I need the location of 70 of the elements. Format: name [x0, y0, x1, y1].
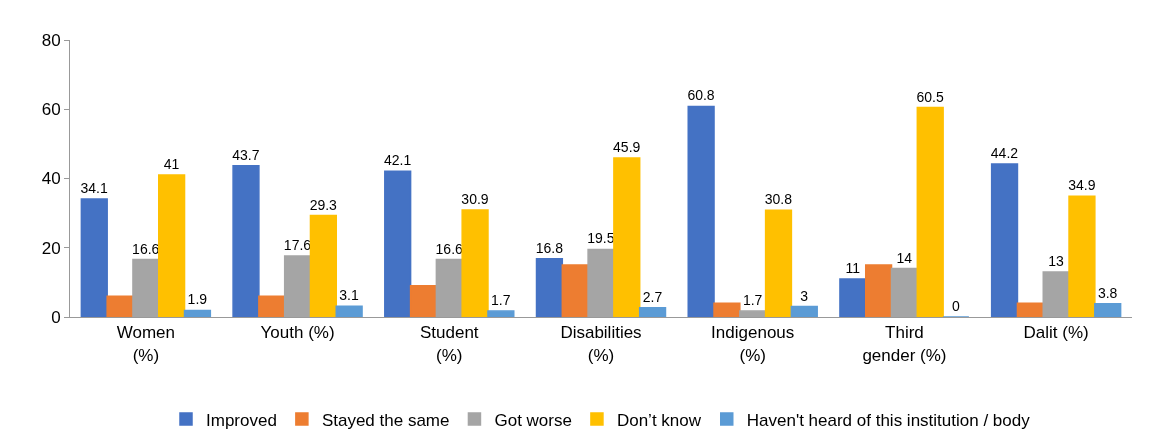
bar: [990, 163, 1019, 317]
data-label: 3.1: [339, 287, 359, 304]
data-label: 60.8: [687, 87, 715, 104]
data-label: 1.7: [491, 292, 511, 309]
bar: [687, 105, 715, 317]
bar: [916, 106, 944, 317]
bar: [864, 264, 893, 317]
data-label: 0: [952, 298, 961, 314]
bar: [158, 174, 186, 317]
legend-label: Stayed the same: [321, 410, 450, 430]
data-label: 16.8: [535, 239, 564, 256]
data-label: 60.5: [916, 88, 944, 105]
data-label: 1.9: [187, 291, 208, 308]
data-label: 11: [845, 259, 861, 276]
legend-label: Haven't heard of this institution / body: [746, 410, 1031, 430]
bar: [232, 164, 260, 317]
bar: [335, 305, 363, 317]
x-tick-label: Third gender (%): [862, 323, 947, 365]
data-label: 45.9: [613, 139, 641, 156]
bar: [258, 295, 286, 317]
data-label: 1.7: [742, 292, 763, 309]
bar: [1016, 302, 1044, 317]
bar: [638, 306, 667, 317]
data-label: 2.7: [642, 288, 663, 305]
data-label: 3: [800, 287, 809, 304]
x-tick-label: Indigenous (%): [711, 323, 795, 365]
bar: [561, 264, 589, 317]
bar: [535, 258, 564, 317]
x-tick-label: Disabilities (%): [560, 323, 642, 365]
bar: [106, 295, 134, 317]
y-tick-label: 80: [41, 30, 61, 50]
data-label: 30.8: [764, 191, 793, 208]
data-label: 3.8: [1097, 284, 1118, 301]
bar: [713, 302, 741, 317]
y-tick-label: 0: [51, 307, 61, 327]
y-tick-label: 40: [41, 169, 61, 189]
data-label: 43.7: [232, 146, 260, 163]
data-label: 29.3: [309, 196, 338, 213]
legend-label: Got worse: [494, 410, 572, 430]
bar: [384, 170, 412, 317]
y-tick-label: 20: [41, 238, 61, 258]
bar: [790, 305, 818, 317]
x-tick-label: Student (%): [419, 323, 479, 365]
data-label: 44.2: [990, 144, 1019, 161]
x-tick-label: Women (%): [116, 323, 175, 365]
data-label: 16.6: [132, 240, 160, 257]
data-label: 41: [163, 156, 180, 173]
x-tick-label: Youth (%): [260, 323, 335, 343]
bar: [183, 309, 212, 317]
data-label: 17.6: [283, 237, 312, 254]
bar: [839, 278, 867, 317]
bar: [409, 285, 438, 317]
bar: [1068, 195, 1096, 317]
data-label: 34.9: [1068, 177, 1096, 194]
bar: [1094, 303, 1122, 317]
bar: [461, 209, 489, 317]
data-label: 42.1: [383, 152, 412, 169]
data-label: 14: [896, 249, 913, 266]
data-label: 13: [1048, 252, 1065, 269]
data-label: 30.9: [461, 191, 489, 208]
legend-label: Don’t know: [616, 410, 702, 430]
bar: [487, 310, 515, 317]
bar: [613, 157, 641, 317]
bar: [80, 198, 108, 317]
y-tick-label: 60: [41, 100, 61, 120]
legend-label: Improved: [206, 410, 277, 430]
x-tick-label: Dalit (%): [1023, 323, 1089, 343]
data-label: 34.1: [80, 179, 109, 196]
bar: [764, 209, 793, 317]
bar: [309, 214, 338, 317]
